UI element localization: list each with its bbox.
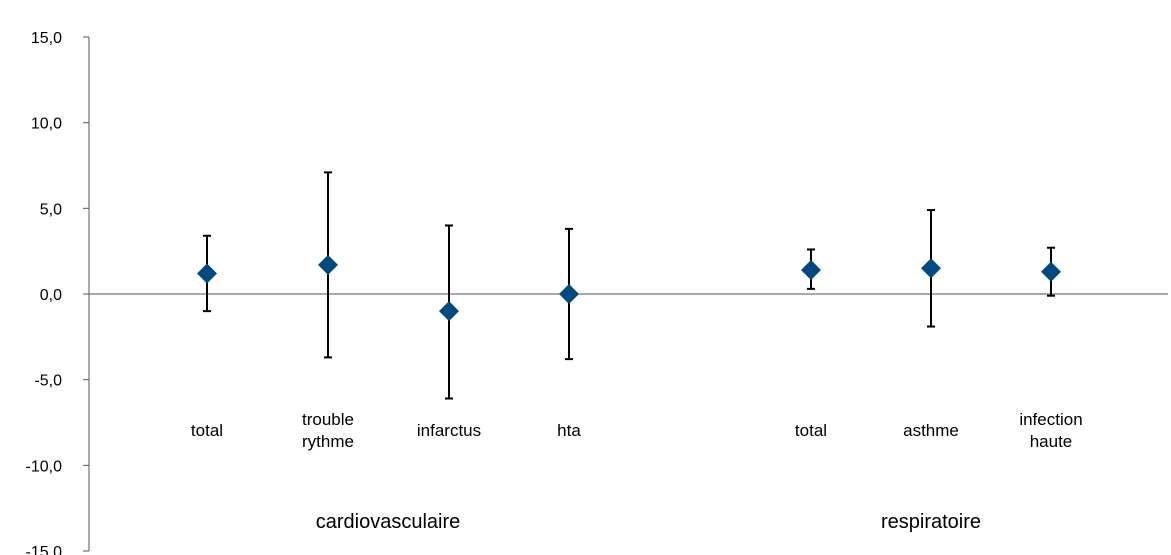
data-point-marker — [439, 301, 459, 322]
category-label-line: infarctus — [417, 421, 481, 440]
data-point-marker — [801, 260, 821, 281]
category-label-line: trouble — [302, 410, 354, 429]
axes — [88, 37, 1168, 551]
y-tick-label: 0,0 — [40, 287, 62, 304]
category-label-line: total — [795, 421, 827, 440]
data-point-marker — [559, 284, 579, 304]
category-label-line: infection — [1019, 410, 1082, 429]
category-label: infection haute — [1019, 410, 1082, 451]
category-label: total — [191, 421, 223, 440]
category-label: total — [795, 421, 827, 440]
y-tick-label: 15,0 — [31, 30, 62, 47]
category-label-line: rythme — [302, 432, 354, 451]
category-label: trouble rythme — [302, 410, 354, 451]
y-tick-label: 10,0 — [31, 116, 62, 133]
category-label-line: hta — [557, 421, 581, 440]
group-label: respiratoire — [881, 511, 981, 533]
group-label: cardiovasculaire — [316, 511, 461, 533]
data-point-marker — [318, 254, 338, 275]
y-tick-label: -10,0 — [26, 458, 63, 475]
error-bars — [203, 171, 1055, 400]
category-label-line: asthme — [903, 421, 959, 440]
y-axis-ticks: 15,0 10,0 5,0 0,0 -5,0 -10,0 -15,0 — [26, 30, 89, 555]
y-tick-label: -15,0 — [26, 544, 63, 555]
y-tick-label: 5,0 — [40, 201, 62, 218]
category-label: asthme — [903, 421, 959, 440]
category-label-line: total — [191, 421, 223, 440]
category-label-line: haute — [1030, 432, 1073, 451]
category-labels: total trouble rythme infarctus hta total asthm… — [191, 410, 1083, 451]
data-point-marker — [1041, 261, 1061, 282]
data-point-marker — [197, 263, 217, 284]
category-label: infarctus — [417, 421, 481, 440]
data-markers — [197, 254, 1061, 322]
group-labels: cardiovasculaire respiratoire — [316, 511, 981, 533]
y-tick-label: -5,0 — [34, 373, 62, 390]
category-label: hta — [557, 421, 581, 440]
data-point-marker — [921, 258, 941, 279]
